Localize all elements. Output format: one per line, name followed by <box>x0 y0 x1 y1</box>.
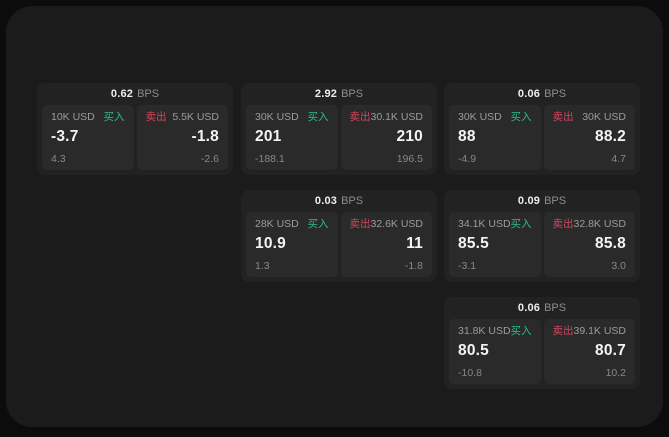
buy-label: 买入 <box>510 111 532 123</box>
buy-value: 201 <box>255 127 282 145</box>
buy-label: 买入 <box>307 111 329 123</box>
sell-pane[interactable]: 卖出 30K USD 88.2 4.7 <box>543 105 635 170</box>
buy-amount: 10K USD <box>51 111 95 123</box>
bps-header: 0.03 BPS <box>246 190 432 212</box>
bps-value: 0.06 <box>517 87 541 100</box>
quote-card-body: 31.8K USD 买入 80.5 -10.8 卖出 39.1K USD 80.… <box>449 319 635 384</box>
sell-amount: 39.1K USD <box>573 325 627 337</box>
sell-amount: 30K USD <box>582 111 626 123</box>
bps-unit-label: BPS <box>544 87 567 100</box>
sell-amount: 32.8K USD <box>573 218 627 230</box>
sell-pane[interactable]: 卖出 32.8K USD 85.8 3.0 <box>543 212 635 277</box>
bps-value: 2.92 <box>314 87 338 100</box>
sell-value: 11 <box>406 234 423 252</box>
quote-card-body: 30K USD 买入 201 -188.1 卖出 30.1K USD 210 1… <box>246 105 432 170</box>
sell-amount: 32.6K USD <box>370 218 424 230</box>
bps-unit-label: BPS <box>341 87 364 100</box>
sell-value: 80.7 <box>595 341 626 359</box>
sell-sub-value: -1.8 <box>404 259 423 272</box>
buy-sub-value: 1.3 <box>255 259 270 272</box>
buy-sub-value: -10.8 <box>458 366 482 379</box>
buy-sub-value: -188.1 <box>255 152 285 165</box>
buy-amount: 34.1K USD <box>458 218 511 230</box>
sell-value: 210 <box>396 127 423 145</box>
bps-header: 0.62 BPS <box>42 83 228 105</box>
sell-sub-value: 4.7 <box>611 152 626 165</box>
bps-header: 0.06 BPS <box>449 297 635 319</box>
bps-value: 0.03 <box>314 194 338 207</box>
app-window-panel: 0.62 BPS 10K USD 买入 -3.7 4.3 卖出 5.5K USD <box>6 6 663 427</box>
quote-card[interactable]: 0.06 BPS 31.8K USD 买入 80.5 -10.8 卖出 39.1… <box>444 297 640 389</box>
buy-label: 买入 <box>103 111 125 123</box>
sell-label: 卖出 <box>349 218 371 230</box>
bps-unit-label: BPS <box>544 194 567 207</box>
buy-pane[interactable]: 28K USD 买入 10.9 1.3 <box>246 212 338 277</box>
buy-value: 10.9 <box>255 234 286 252</box>
buy-sub-value: -3.1 <box>458 259 477 272</box>
sell-value: -1.8 <box>191 127 219 145</box>
buy-pane[interactable]: 30K USD 买入 88 -4.9 <box>449 105 541 170</box>
sell-pane[interactable]: 卖出 30.1K USD 210 196.5 <box>340 105 432 170</box>
sell-label: 卖出 <box>552 218 574 230</box>
bps-unit-label: BPS <box>341 194 364 207</box>
buy-pane[interactable]: 10K USD 买入 -3.7 4.3 <box>42 105 134 170</box>
bps-unit-label: BPS <box>137 87 160 100</box>
quote-card[interactable]: 2.92 BPS 30K USD 买入 201 -188.1 卖出 30.1K … <box>241 83 437 175</box>
buy-amount: 30K USD <box>255 111 299 123</box>
sell-label: 卖出 <box>145 111 167 123</box>
sell-sub-value: 196.5 <box>396 152 423 165</box>
bps-value: 0.62 <box>110 87 134 100</box>
sell-label: 卖出 <box>552 111 574 123</box>
sell-value: 85.8 <box>595 234 626 252</box>
sell-amount: 30.1K USD <box>370 111 424 123</box>
buy-pane[interactable]: 34.1K USD 买入 85.5 -3.1 <box>449 212 541 277</box>
quote-card-body: 28K USD 买入 10.9 1.3 卖出 32.6K USD 11 -1.8 <box>246 212 432 277</box>
buy-pane[interactable]: 30K USD 买入 201 -188.1 <box>246 105 338 170</box>
cards-column-3: 0.06 BPS 30K USD 买入 88 -4.9 卖出 30K USD <box>444 83 640 389</box>
bps-header: 0.06 BPS <box>449 83 635 105</box>
quote-card-body: 34.1K USD 买入 85.5 -3.1 卖出 32.8K USD 85.8… <box>449 212 635 277</box>
quote-card[interactable]: 0.09 BPS 34.1K USD 买入 85.5 -3.1 卖出 32.8K… <box>444 190 640 282</box>
buy-value: -3.7 <box>51 127 79 145</box>
quote-card-body: 30K USD 买入 88 -4.9 卖出 30K USD 88.2 4.7 <box>449 105 635 170</box>
bps-value: 0.06 <box>517 301 541 314</box>
buy-value: 80.5 <box>458 341 489 359</box>
sell-value: 88.2 <box>595 127 626 145</box>
buy-value: 85.5 <box>458 234 489 252</box>
cards-column-2: 2.92 BPS 30K USD 买入 201 -188.1 卖出 30.1K … <box>241 83 437 282</box>
sell-amount: 5.5K USD <box>172 111 219 123</box>
buy-amount: 28K USD <box>255 218 299 230</box>
sell-sub-value: 3.0 <box>611 259 626 272</box>
quote-card[interactable]: 0.06 BPS 30K USD 买入 88 -4.9 卖出 30K USD <box>444 83 640 175</box>
quote-card[interactable]: 0.62 BPS 10K USD 买入 -3.7 4.3 卖出 5.5K USD <box>37 83 233 175</box>
buy-label: 买入 <box>510 218 532 230</box>
bps-unit-label: BPS <box>544 301 567 314</box>
quote-card-body: 10K USD 买入 -3.7 4.3 卖出 5.5K USD -1.8 -2.… <box>42 105 228 170</box>
buy-label: 买入 <box>510 325 532 337</box>
buy-label: 买入 <box>307 218 329 230</box>
bps-value: 0.09 <box>517 194 541 207</box>
sell-pane[interactable]: 卖出 39.1K USD 80.7 10.2 <box>543 319 635 384</box>
sell-pane[interactable]: 卖出 5.5K USD -1.8 -2.6 <box>136 105 228 170</box>
sell-sub-value: -2.6 <box>200 152 219 165</box>
quote-card[interactable]: 0.03 BPS 28K USD 买入 10.9 1.3 卖出 32.6K US… <box>241 190 437 282</box>
sell-label: 卖出 <box>552 325 574 337</box>
buy-sub-value: -4.9 <box>458 152 477 165</box>
sell-sub-value: 10.2 <box>605 366 626 379</box>
cards-column-1: 0.62 BPS 10K USD 买入 -3.7 4.3 卖出 5.5K USD <box>37 83 233 175</box>
bps-header: 2.92 BPS <box>246 83 432 105</box>
bps-header: 0.09 BPS <box>449 190 635 212</box>
buy-amount: 30K USD <box>458 111 502 123</box>
sell-pane[interactable]: 卖出 32.6K USD 11 -1.8 <box>340 212 432 277</box>
buy-pane[interactable]: 31.8K USD 买入 80.5 -10.8 <box>449 319 541 384</box>
buy-amount: 31.8K USD <box>458 325 511 337</box>
sell-label: 卖出 <box>349 111 371 123</box>
buy-value: 88 <box>458 127 476 145</box>
buy-sub-value: 4.3 <box>51 152 66 165</box>
